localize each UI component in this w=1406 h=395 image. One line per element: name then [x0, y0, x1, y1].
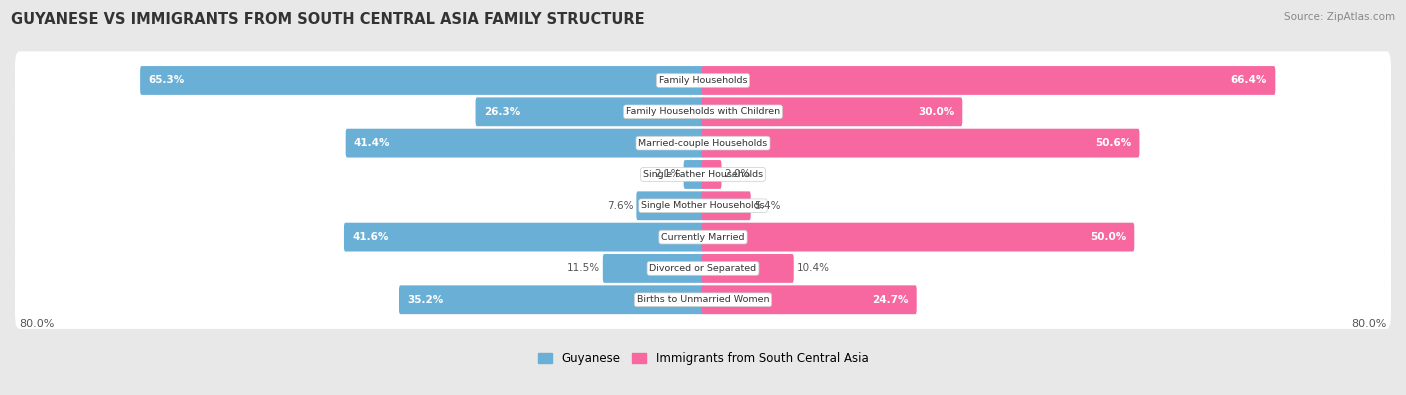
Text: 2.1%: 2.1%	[654, 169, 681, 179]
Text: 50.6%: 50.6%	[1095, 138, 1132, 148]
FancyBboxPatch shape	[702, 254, 794, 283]
FancyBboxPatch shape	[702, 66, 1275, 95]
Text: 66.4%: 66.4%	[1230, 75, 1267, 85]
Text: Family Households: Family Households	[659, 76, 747, 85]
Text: GUYANESE VS IMMIGRANTS FROM SOUTH CENTRAL ASIA FAMILY STRUCTURE: GUYANESE VS IMMIGRANTS FROM SOUTH CENTRA…	[11, 12, 645, 27]
FancyBboxPatch shape	[15, 145, 1391, 203]
Text: 41.6%: 41.6%	[352, 232, 388, 242]
FancyBboxPatch shape	[683, 160, 704, 189]
Text: 24.7%: 24.7%	[872, 295, 908, 305]
FancyBboxPatch shape	[15, 51, 1391, 110]
FancyBboxPatch shape	[344, 223, 704, 252]
Text: 80.0%: 80.0%	[20, 319, 55, 329]
Text: Currently Married: Currently Married	[661, 233, 745, 242]
FancyBboxPatch shape	[15, 114, 1391, 172]
Text: Single Mother Households: Single Mother Households	[641, 201, 765, 210]
FancyBboxPatch shape	[603, 254, 704, 283]
Text: 35.2%: 35.2%	[408, 295, 443, 305]
Text: Married-couple Households: Married-couple Households	[638, 139, 768, 148]
FancyBboxPatch shape	[702, 191, 751, 220]
FancyBboxPatch shape	[637, 191, 704, 220]
Legend: Guyanese, Immigrants from South Central Asia: Guyanese, Immigrants from South Central …	[537, 352, 869, 365]
Text: 26.3%: 26.3%	[484, 107, 520, 117]
Text: 2.0%: 2.0%	[724, 169, 751, 179]
FancyBboxPatch shape	[475, 98, 704, 126]
Text: 10.4%: 10.4%	[797, 263, 830, 273]
Text: Source: ZipAtlas.com: Source: ZipAtlas.com	[1284, 12, 1395, 22]
FancyBboxPatch shape	[15, 239, 1391, 297]
Text: 30.0%: 30.0%	[918, 107, 955, 117]
FancyBboxPatch shape	[702, 223, 1135, 252]
FancyBboxPatch shape	[141, 66, 704, 95]
FancyBboxPatch shape	[15, 271, 1391, 329]
FancyBboxPatch shape	[702, 98, 962, 126]
Text: 7.6%: 7.6%	[607, 201, 633, 211]
Text: 11.5%: 11.5%	[567, 263, 600, 273]
Text: Single Father Households: Single Father Households	[643, 170, 763, 179]
FancyBboxPatch shape	[15, 177, 1391, 235]
Text: 80.0%: 80.0%	[1351, 319, 1386, 329]
FancyBboxPatch shape	[702, 160, 721, 189]
Text: Family Households with Children: Family Households with Children	[626, 107, 780, 116]
Text: 50.0%: 50.0%	[1090, 232, 1126, 242]
Text: 5.4%: 5.4%	[754, 201, 780, 211]
Text: Divorced or Separated: Divorced or Separated	[650, 264, 756, 273]
FancyBboxPatch shape	[702, 129, 1139, 158]
Text: 41.4%: 41.4%	[354, 138, 391, 148]
FancyBboxPatch shape	[702, 285, 917, 314]
FancyBboxPatch shape	[399, 285, 704, 314]
FancyBboxPatch shape	[346, 129, 704, 158]
Text: 65.3%: 65.3%	[148, 75, 184, 85]
FancyBboxPatch shape	[15, 208, 1391, 266]
Text: Births to Unmarried Women: Births to Unmarried Women	[637, 295, 769, 304]
FancyBboxPatch shape	[15, 83, 1391, 141]
